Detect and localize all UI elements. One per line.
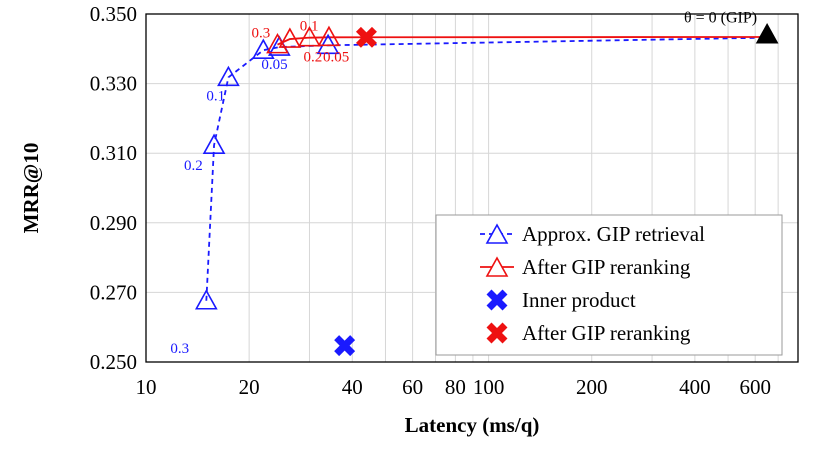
y-axis-title: MRR@10 xyxy=(19,143,43,234)
y-tick-label: 0.290 xyxy=(90,211,137,235)
y-tick-label: 0.330 xyxy=(90,72,137,96)
y-tick-label: 0.310 xyxy=(90,141,137,165)
legend-swatch-marker xyxy=(486,322,508,344)
x-tick-label: 200 xyxy=(576,375,608,399)
gip-rerank-cross-point-stroke xyxy=(355,26,377,48)
gip-rerank-point-label: 0.3 xyxy=(251,26,270,42)
x-tick-label: 40 xyxy=(342,375,363,399)
series-approx-gip-point xyxy=(202,133,226,154)
series xyxy=(194,23,779,357)
tick-labels: 10 20 40 60 80 100 200 400 600 0.250 0.270 0.290 0.3… xyxy=(90,2,771,399)
series-gip-rerank-point xyxy=(278,27,302,48)
legend-item: After GIP reranking xyxy=(480,255,691,279)
series-approx-gip-point xyxy=(251,38,275,59)
gip-rerank-point-label: 0.05 xyxy=(323,49,349,65)
y-tick-label: 0.250 xyxy=(90,350,137,374)
x-tick-label: 60 xyxy=(402,375,423,399)
x-tick-label: 600 xyxy=(739,375,771,399)
gip-rerank-point-label: 0.1 xyxy=(300,18,319,34)
legend: Approx. GIP retrieval After GIP reranking… xyxy=(435,214,783,356)
inner-product-point-stroke xyxy=(334,335,356,357)
x-tick-label: 10 xyxy=(136,375,157,399)
approx-gip-point-label: 0.05 xyxy=(261,57,287,73)
legend-label: After GIP reranking xyxy=(522,321,691,345)
legend-swatch-marker xyxy=(486,289,508,311)
approx-gip-point-label: 0.2 xyxy=(184,158,203,174)
series-gip-rerank-point xyxy=(317,25,341,47)
gip-exact-point xyxy=(755,23,779,44)
gip-rerank-point-label: 0.2 xyxy=(303,50,322,66)
y-tick-label: 0.270 xyxy=(90,280,137,304)
approx-gip-point-label: 0.1 xyxy=(206,88,225,104)
x-tick-label: 100 xyxy=(473,375,505,399)
legend-swatch-marker-stroke xyxy=(486,322,508,344)
x-tick-label: 80 xyxy=(445,375,466,399)
legend-label: Inner product xyxy=(522,288,636,312)
series-gip-rerank-line xyxy=(277,36,768,46)
gip-annotation-label: θ = 0 (GIP) xyxy=(684,10,757,27)
series-approx-gip-point xyxy=(217,65,240,87)
point-labels: 0.30.20.10.050.30.2 0.050.1 xyxy=(170,18,349,356)
legend-swatch-marker xyxy=(485,223,509,244)
series-approx-gip-point xyxy=(316,33,340,55)
gip-rerank-cross-point xyxy=(355,26,377,48)
legend-label: After GIP reranking xyxy=(522,255,691,279)
y-tick-label: 0.350 xyxy=(90,2,137,26)
legend-label: Approx. GIP retrieval xyxy=(522,222,705,246)
x-tick-label: 400 xyxy=(679,375,711,399)
legend-item: Inner product xyxy=(486,288,636,312)
plot-frame xyxy=(145,13,799,363)
legend-item: Approx. GIP retrieval xyxy=(480,222,705,246)
legend-swatch-marker-stroke xyxy=(486,289,508,311)
series-approx-gip-point xyxy=(194,289,218,310)
approx-gip-point-label: 0.3 xyxy=(170,341,189,357)
inner-product-point xyxy=(334,335,356,357)
legend-item: After GIP reranking xyxy=(486,321,691,345)
x-axis-title: Latency (ms/q) xyxy=(405,413,540,437)
series-gip-rerank-point xyxy=(298,26,321,47)
gip-annotation: θ = 0 (GIP) xyxy=(684,10,757,27)
legend-swatch-marker xyxy=(485,256,509,277)
x-tick-label: 20 xyxy=(239,375,260,399)
